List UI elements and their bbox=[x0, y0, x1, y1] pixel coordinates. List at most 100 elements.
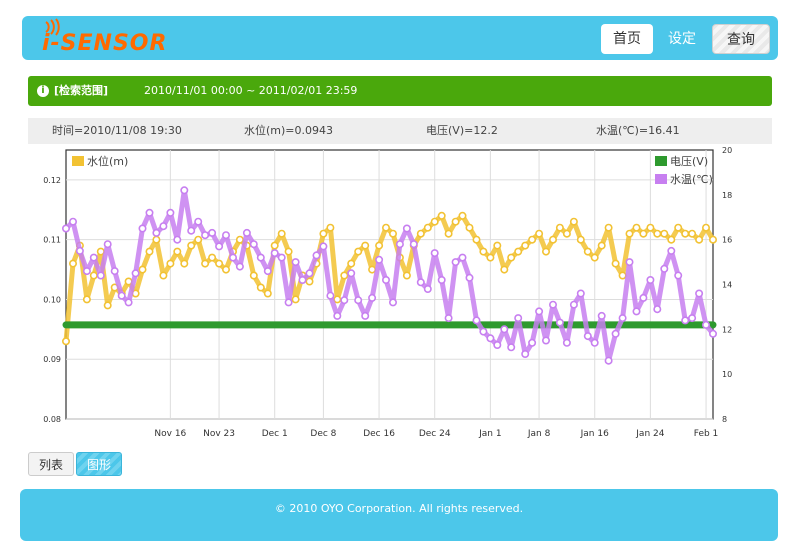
data-point bbox=[159, 222, 168, 231]
data-point bbox=[208, 228, 217, 237]
data-point bbox=[152, 228, 161, 237]
chart-svg[interactable]: Nov 16 Nov 23 Dec 1 Dec 8 Dec 16 Dec 24 Jan 1 J… bbox=[28, 144, 740, 444]
data-point bbox=[375, 241, 384, 250]
data-point bbox=[187, 241, 196, 250]
x-tick-label: Nov 16 bbox=[154, 429, 186, 439]
data-point bbox=[416, 278, 425, 287]
data-point bbox=[667, 246, 676, 255]
data-point bbox=[82, 267, 91, 276]
legend-label-voltage: 电压(V) bbox=[670, 155, 708, 168]
data-point bbox=[354, 247, 363, 256]
data-point bbox=[569, 300, 578, 309]
data-point bbox=[138, 265, 147, 274]
data-point bbox=[333, 311, 342, 320]
data-point bbox=[416, 229, 425, 238]
data-point bbox=[208, 253, 217, 262]
data-point bbox=[284, 298, 293, 307]
x-tick-label: Jan 8 bbox=[527, 429, 551, 439]
data-point bbox=[688, 229, 697, 238]
x-tick-label: Dec 16 bbox=[363, 429, 395, 439]
data-point bbox=[597, 241, 606, 250]
data-point bbox=[194, 235, 203, 244]
data-point bbox=[361, 241, 370, 250]
y-right-tick-label: 18 bbox=[722, 191, 732, 200]
data-point bbox=[235, 262, 244, 271]
legend-label-level: 水位(m) bbox=[87, 154, 128, 168]
data-point bbox=[409, 240, 418, 249]
data-point bbox=[507, 253, 516, 262]
data-point bbox=[388, 229, 397, 238]
data-point bbox=[215, 242, 224, 251]
data-point bbox=[61, 337, 70, 346]
data-point bbox=[298, 276, 307, 285]
y-right-tick-label: 14 bbox=[722, 281, 732, 290]
nav-query-button[interactable]: 查询 bbox=[712, 24, 770, 54]
data-point bbox=[68, 217, 77, 226]
data-point bbox=[618, 314, 627, 323]
data-point bbox=[701, 223, 710, 232]
data-point bbox=[674, 271, 683, 280]
data-point bbox=[82, 295, 91, 304]
data-point bbox=[493, 241, 502, 250]
data-point bbox=[458, 253, 467, 262]
tab-chart[interactable]: 图形 bbox=[76, 452, 122, 476]
data-point bbox=[500, 325, 509, 334]
data-point bbox=[381, 223, 390, 232]
data-point bbox=[368, 293, 377, 302]
data-point bbox=[201, 231, 210, 240]
data-point bbox=[347, 259, 356, 268]
data-point bbox=[222, 231, 231, 240]
data-point bbox=[437, 276, 446, 285]
series-line bbox=[64, 187, 715, 364]
data-point bbox=[291, 258, 300, 267]
tab-list[interactable]: 列表 bbox=[28, 452, 74, 476]
data-point bbox=[639, 229, 648, 238]
data-point bbox=[486, 334, 495, 343]
data-point bbox=[486, 253, 495, 262]
data-point bbox=[569, 217, 578, 226]
data-point bbox=[229, 253, 238, 262]
i-sensor-logo[interactable]: i-SENSOR bbox=[22, 16, 172, 60]
data-point bbox=[451, 217, 460, 226]
legend-swatch-temp bbox=[655, 174, 667, 184]
data-point bbox=[660, 264, 669, 273]
data-point bbox=[667, 235, 676, 244]
search-range-bar: i [检索范围] 2010/11/01 00:00 ~ 2011/02/01 2… bbox=[28, 76, 772, 106]
data-point bbox=[145, 247, 154, 256]
data-point bbox=[291, 295, 300, 304]
data-point bbox=[660, 229, 669, 238]
data-point bbox=[541, 336, 550, 345]
y-left-tick-label: 0.12 bbox=[43, 176, 61, 185]
data-point bbox=[507, 343, 516, 352]
data-point bbox=[604, 356, 613, 365]
data-point bbox=[249, 240, 258, 249]
data-point bbox=[625, 258, 634, 267]
data-point bbox=[458, 211, 467, 220]
data-point bbox=[695, 289, 704, 298]
data-point bbox=[173, 235, 182, 244]
footer: © 2010 OYO Corporation. All rights reser… bbox=[20, 489, 778, 541]
readout-temp: 水温(℃)=16.41 bbox=[596, 124, 680, 137]
data-point bbox=[256, 283, 265, 292]
data-point bbox=[708, 235, 717, 244]
y-left-tick-label: 0.08 bbox=[43, 415, 61, 424]
x-tick-label: Nov 23 bbox=[203, 429, 235, 439]
data-point bbox=[89, 253, 98, 262]
nav-settings-button[interactable]: 设定 bbox=[668, 31, 696, 47]
data-point bbox=[444, 314, 453, 323]
data-point bbox=[535, 307, 544, 316]
y-left-tick-label: 0.09 bbox=[43, 355, 61, 364]
data-point bbox=[249, 271, 258, 280]
time-series-chart[interactable]: Nov 16 Nov 23 Dec 1 Dec 8 Dec 16 Dec 24 Jan 1 J… bbox=[28, 144, 740, 444]
data-point bbox=[548, 300, 557, 309]
data-point bbox=[270, 249, 279, 258]
data-point bbox=[562, 338, 571, 347]
data-point bbox=[423, 285, 432, 294]
header-bar: i-SENSOR 首页 设定 查询 bbox=[22, 16, 778, 60]
data-point bbox=[263, 289, 272, 298]
y-right-tick-label: 10 bbox=[722, 370, 732, 379]
nav-home-button[interactable]: 首页 bbox=[601, 24, 653, 54]
data-point bbox=[583, 247, 592, 256]
data-point bbox=[639, 293, 648, 302]
data-point bbox=[117, 291, 126, 300]
